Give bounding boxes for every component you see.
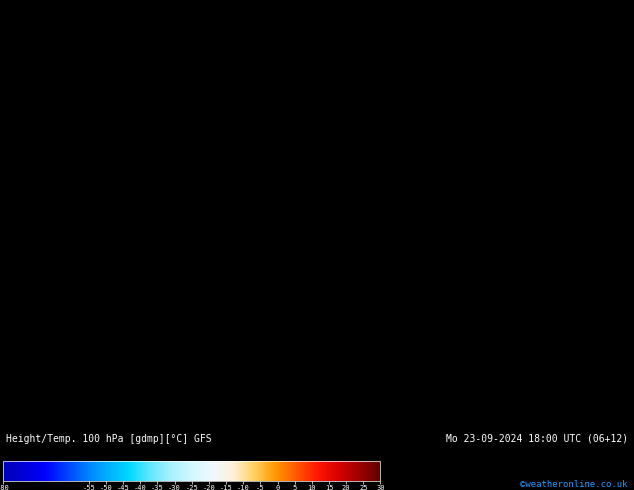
Text: Mo 23-09-2024 18:00 UTC (06+12): Mo 23-09-2024 18:00 UTC (06+12) (446, 434, 628, 444)
Text: Height/Temp. 100 hPa [gdmp][°C] GFS: Height/Temp. 100 hPa [gdmp][°C] GFS (6, 434, 212, 444)
Text: ©weatheronline.co.uk: ©weatheronline.co.uk (520, 480, 628, 489)
